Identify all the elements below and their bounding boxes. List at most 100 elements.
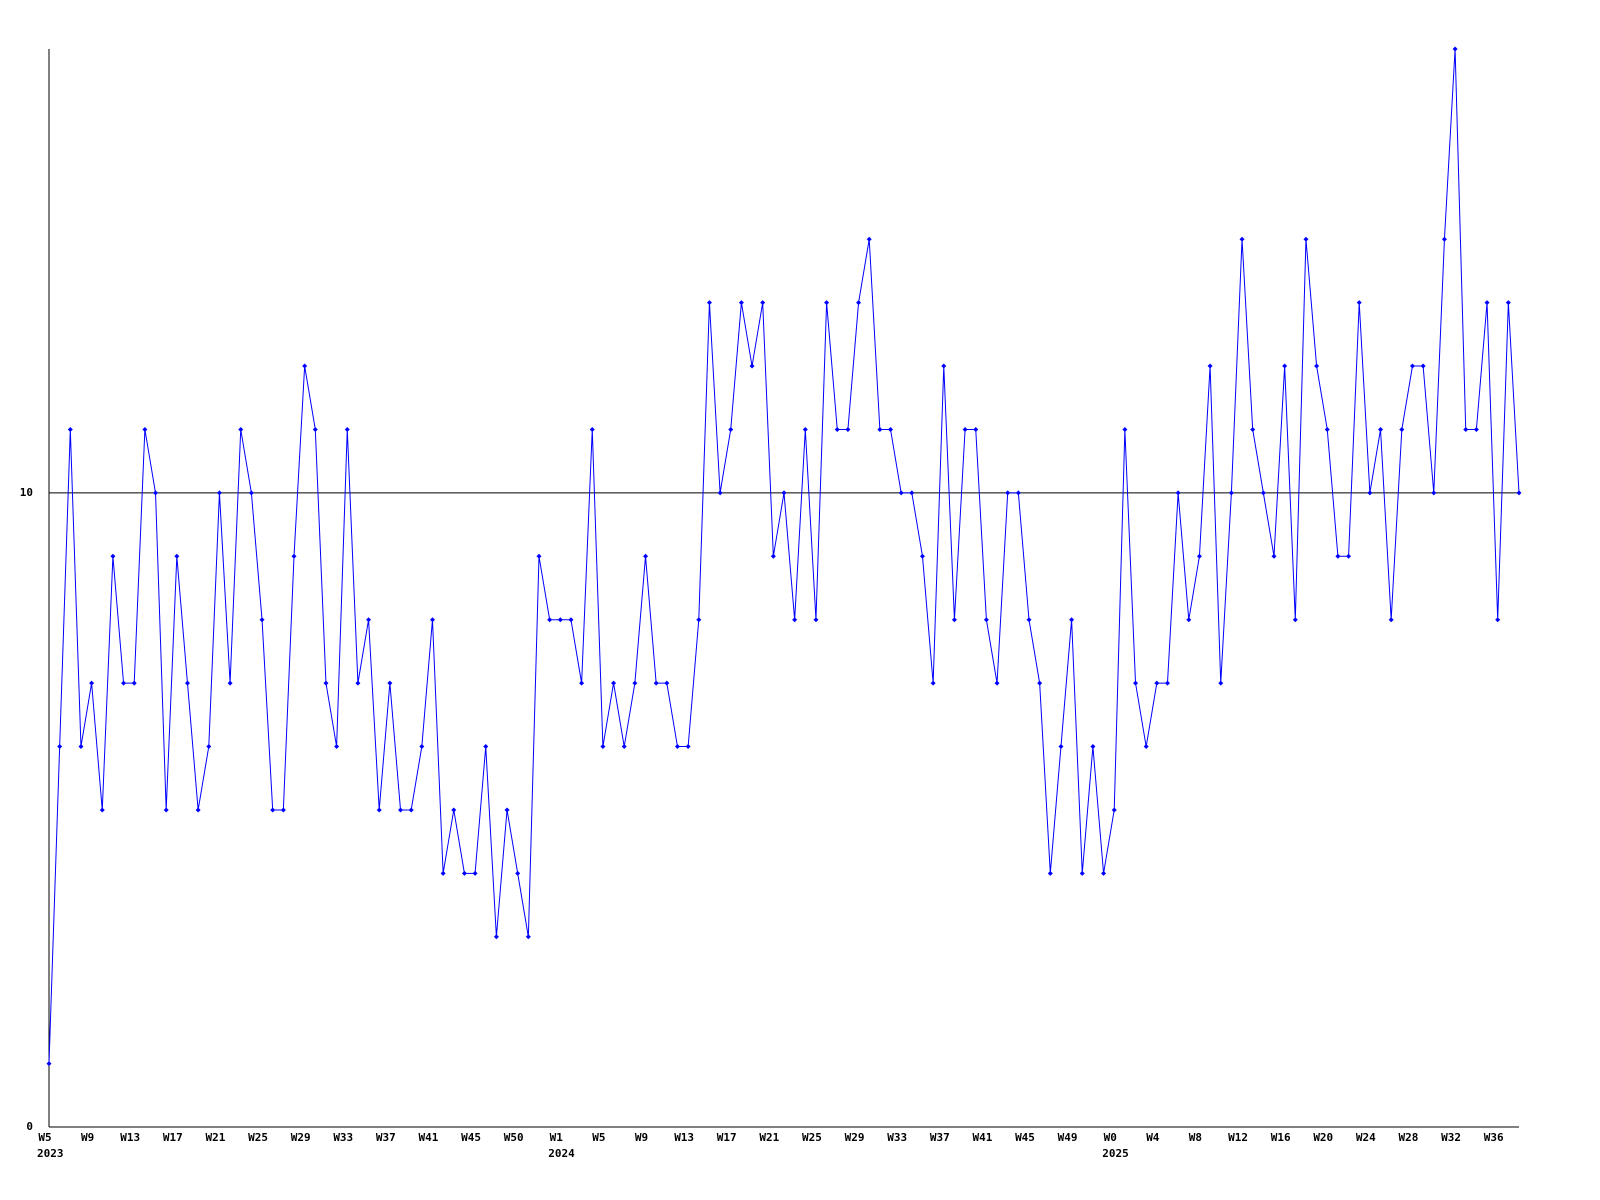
data-point (1058, 744, 1064, 750)
x-tick-label: W9 (635, 1131, 648, 1144)
data-point (600, 744, 606, 750)
data-point (302, 363, 308, 369)
data-point (706, 300, 712, 306)
data-point (89, 680, 95, 686)
data-point (1005, 490, 1011, 496)
x-tick-label: W21 (205, 1131, 225, 1144)
data-point (153, 490, 159, 496)
data-point (973, 426, 979, 432)
data-point (813, 617, 819, 623)
x-tick-label: W21 (759, 1131, 779, 1144)
data-point (579, 680, 585, 686)
data-point (1452, 46, 1458, 52)
data-point (1101, 870, 1107, 876)
data-point (387, 680, 393, 686)
x-tick-label: W45 (1015, 1131, 1035, 1144)
x-tick-label: W12 (1228, 1131, 1248, 1144)
data-point (919, 553, 925, 559)
data-point (1516, 490, 1522, 496)
data-point (994, 680, 1000, 686)
x-tick-label: W36 (1484, 1131, 1504, 1144)
x-tick-label: W37 (930, 1131, 950, 1144)
data-point (1250, 426, 1256, 432)
data-point (1047, 870, 1053, 876)
x-tick-label: W17 (163, 1131, 183, 1144)
data-point (685, 744, 691, 750)
x-tick-label: W32 (1441, 1131, 1461, 1144)
x-tick-label: W49 (1058, 1131, 1078, 1144)
y-tick-label: 0 (26, 1120, 33, 1133)
data-point (834, 426, 840, 432)
data-point (110, 553, 116, 559)
data-point (525, 934, 531, 940)
data-point (461, 870, 467, 876)
data-point (781, 490, 787, 496)
data-point (674, 744, 680, 750)
data-point (738, 300, 744, 306)
data-point (1026, 617, 1032, 623)
x-tick-label: W41 (419, 1131, 439, 1144)
data-point (824, 300, 830, 306)
data-point (1441, 236, 1447, 242)
data-point (568, 617, 574, 623)
x-tick-label: W29 (291, 1131, 311, 1144)
data-point (877, 426, 883, 432)
data-point (1133, 680, 1139, 686)
data-point (1367, 490, 1373, 496)
data-point (856, 300, 862, 306)
data-point (1111, 807, 1117, 813)
data-point (1079, 870, 1085, 876)
data-point (1069, 617, 1075, 623)
x-tick-label: W25 (248, 1131, 268, 1144)
data-point (1399, 426, 1405, 432)
x-tick-label: W9 (81, 1131, 94, 1144)
data-point (1186, 617, 1192, 623)
data-point (941, 363, 947, 369)
data-point (909, 490, 915, 496)
x-tick-label: W20 (1313, 1131, 1333, 1144)
data-point (557, 617, 563, 623)
data-point (334, 744, 340, 750)
data-point (1473, 426, 1479, 432)
data-point (611, 680, 617, 686)
x-tick-label: W28 (1399, 1131, 1419, 1144)
data-point (1505, 300, 1511, 306)
x-tick-label: W45 (461, 1131, 481, 1144)
data-point (930, 680, 936, 686)
data-point (1271, 553, 1277, 559)
x-tick-label: W5 (38, 1131, 51, 1144)
data-point (184, 680, 190, 686)
data-point (355, 680, 361, 686)
data-point (1292, 617, 1298, 623)
data-point (696, 617, 702, 623)
data-point (962, 426, 968, 432)
data-point (270, 807, 276, 813)
data-point (589, 426, 595, 432)
data-point (163, 807, 169, 813)
data-point (46, 1061, 52, 1067)
data-point (121, 680, 127, 686)
data-point (493, 934, 499, 940)
data-point (131, 680, 137, 686)
data-point (1037, 680, 1043, 686)
data-point (1356, 300, 1362, 306)
data-point (1175, 490, 1181, 496)
data-point (643, 553, 649, 559)
x-tick-label: W33 (333, 1131, 353, 1144)
data-point (206, 744, 212, 750)
data-point (248, 490, 254, 496)
data-point (440, 870, 446, 876)
data-point (770, 553, 776, 559)
data-point (1314, 363, 1320, 369)
data-point (1228, 490, 1234, 496)
data-point (99, 807, 105, 813)
x-tick-label: W24 (1356, 1131, 1376, 1144)
data-point (717, 490, 723, 496)
data-point (483, 744, 489, 750)
data-point (429, 617, 435, 623)
data-point (280, 807, 286, 813)
data-point (67, 426, 73, 432)
data-point (366, 617, 372, 623)
x-tick-label: W29 (845, 1131, 865, 1144)
